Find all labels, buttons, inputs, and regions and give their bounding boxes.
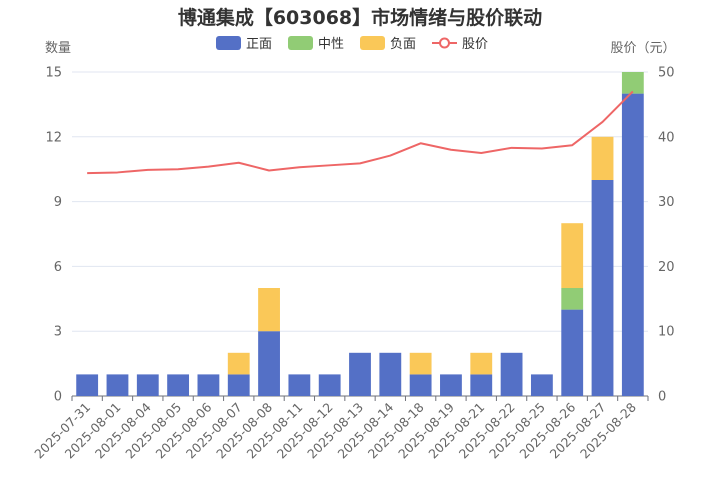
y-right-tick-label: 10 <box>658 325 675 340</box>
bar-正面-2025-08-27[interactable] <box>591 180 614 396</box>
y-axis-left-ticks: 0 3 6 9 12 15 <box>45 66 62 405</box>
legend-label: 股价 <box>462 37 488 52</box>
y-left-tick-label: 15 <box>45 66 62 81</box>
bar-正面-2025-08-04[interactable] <box>136 374 159 396</box>
y-axis-right-ticks: 0 10 20 30 40 50 <box>658 66 675 405</box>
y-axis-right-label: 股价（元） <box>610 41 675 56</box>
bar-正面-2025-08-25[interactable] <box>530 374 553 396</box>
bar-正面-2025-08-22[interactable] <box>500 352 523 396</box>
bar-中性-2025-08-26[interactable] <box>561 288 584 310</box>
legend-label: 正面 <box>246 37 272 52</box>
bar-正面-2025-08-13[interactable] <box>349 352 371 396</box>
legend-label: 负面 <box>390 37 416 52</box>
bar-正面-2025-08-01[interactable] <box>106 374 129 396</box>
x-axis-ticks: 2025-07-312025-08-012025-08-042025-08-05… <box>31 399 639 461</box>
y-right-tick-label: 30 <box>658 195 675 210</box>
legend-swatch <box>360 36 385 50</box>
bar-正面-2025-08-12[interactable] <box>318 374 341 396</box>
y-left-tick-label: 0 <box>54 390 62 405</box>
price-line[interactable] <box>87 90 634 175</box>
bar-正面-2025-08-26[interactable] <box>561 309 584 396</box>
bar-负面-2025-08-27[interactable] <box>591 136 614 180</box>
bar-负面-2025-08-07[interactable] <box>227 352 250 375</box>
bar-正面-2025-08-28[interactable] <box>621 93 644 396</box>
bar-正面-2025-08-14[interactable] <box>379 352 402 396</box>
bar-正面-2025-08-19[interactable] <box>440 374 462 396</box>
legend-item-中性[interactable]: 中性 <box>288 36 344 52</box>
y-left-tick-label: 9 <box>54 195 62 210</box>
bar-负面-2025-08-21[interactable] <box>470 352 493 375</box>
legend-swatch-dot <box>439 37 450 49</box>
bar-正面-2025-08-05[interactable] <box>167 374 190 396</box>
bar-正面-2025-08-08[interactable] <box>258 331 280 396</box>
y-axis-left-label: 数量 <box>45 41 71 56</box>
legend-swatch <box>288 36 313 50</box>
legend-label: 中性 <box>318 37 344 52</box>
y-left-tick-label: 12 <box>45 130 62 145</box>
bar-负面-2025-08-08[interactable] <box>258 288 280 332</box>
y-right-tick-label: 40 <box>658 130 675 145</box>
bar-正面-2025-08-07[interactable] <box>227 374 250 396</box>
bar-负面-2025-08-26[interactable] <box>561 223 584 288</box>
bar-正面-2025-07-31[interactable] <box>76 374 99 396</box>
bar-正面-2025-08-06[interactable] <box>197 374 220 396</box>
legend-swatch <box>216 36 241 50</box>
y-right-tick-label: 50 <box>658 66 675 81</box>
legend-item-股价[interactable]: 股价 <box>432 37 488 52</box>
y-right-tick-label: 0 <box>658 390 666 405</box>
bar-正面-2025-08-18[interactable] <box>409 374 432 396</box>
bar-正面-2025-08-21[interactable] <box>470 374 493 396</box>
legend[interactable]: 正面 中性 负面 股价 <box>216 36 488 52</box>
bar-负面-2025-08-18[interactable] <box>409 352 432 375</box>
chart-title: 博通集成【603068】市场情绪与股价联动 <box>178 6 542 29</box>
bar-正面-2025-08-11[interactable] <box>288 374 311 396</box>
legend-item-正面[interactable]: 正面 <box>216 36 272 52</box>
y-left-tick-label: 3 <box>54 325 62 340</box>
bar-series[interactable] <box>71 72 649 401</box>
line-series[interactable] <box>87 90 634 175</box>
y-left-tick-label: 6 <box>54 260 62 275</box>
legend-item-负面[interactable]: 负面 <box>360 36 416 52</box>
bar-中性-2025-08-28[interactable] <box>621 72 644 94</box>
y-right-tick-label: 20 <box>658 260 675 275</box>
